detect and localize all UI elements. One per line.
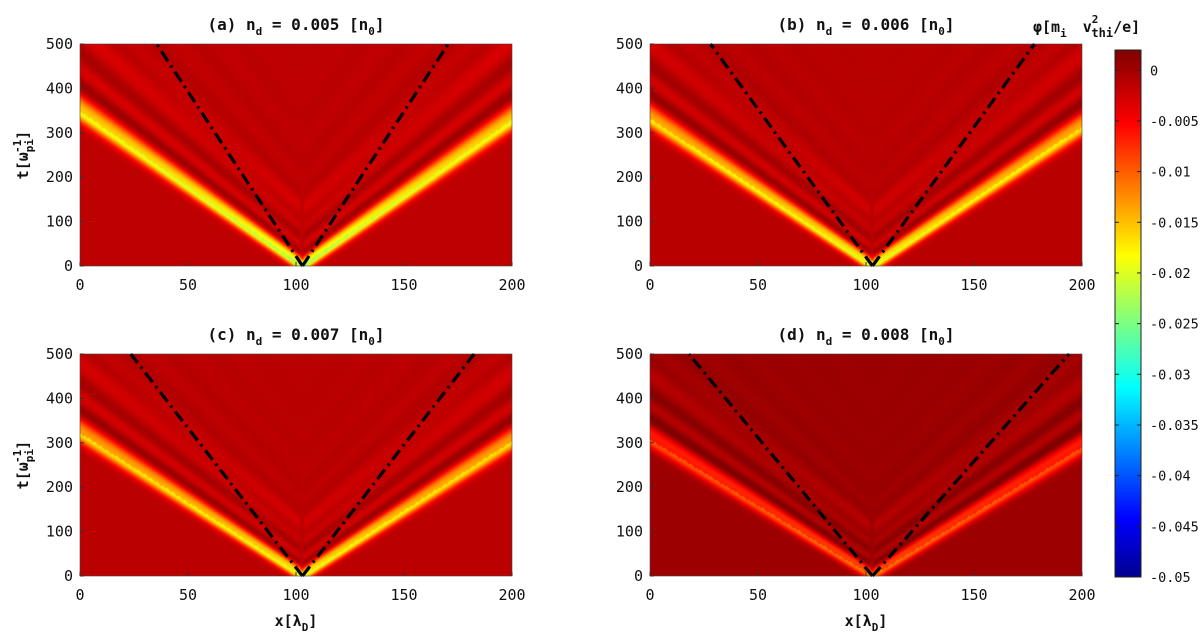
- x-tick-label: 150: [390, 276, 417, 294]
- panel-title: (b) nd = 0.006 [n0]: [777, 15, 954, 38]
- colorbar-tick-label: -0.025: [1150, 317, 1199, 333]
- dashdot-line-0: [709, 43, 874, 267]
- x-tick-label: 0: [645, 586, 654, 604]
- colorbar-gradient: [1114, 49, 1142, 578]
- heatmap-image: [80, 354, 512, 576]
- x-tick-label: 200: [498, 276, 525, 294]
- y-tick-label: 200: [616, 168, 643, 186]
- colorbar-tick-label: -0.04: [1150, 469, 1191, 485]
- dashdot-line-0: [129, 353, 304, 577]
- x-tick-label: 150: [960, 586, 987, 604]
- heatmap-image: [80, 44, 512, 266]
- y-tick-label: 400: [616, 389, 643, 407]
- panel-title: (a) nd = 0.005 [n0]: [207, 15, 384, 38]
- dashdot-line-1: [301, 43, 450, 267]
- colorbar-label-sup2: 2: [1092, 13, 1099, 26]
- panel-2: 0 50 100 150 200 0 100 200 300 400 500 (c) nd = 0.0…: [11, 325, 526, 634]
- panel-1: 0 50 100 150 200 0 100 200 300 400 500 (b) nd = 0.0…: [616, 15, 1096, 294]
- dashdot-line-1: [871, 352, 1071, 578]
- x-tick-label: 200: [1068, 276, 1095, 294]
- y-tick-label: 100: [46, 213, 73, 231]
- y-tick-label: 300: [46, 124, 73, 142]
- colorbar-tick-label: -0.02: [1150, 266, 1191, 282]
- dashdot-line-1: [301, 353, 476, 577]
- y-tick-label: 500: [46, 345, 73, 363]
- y-tick-label: 400: [46, 389, 73, 407]
- y-tick-label: 0: [64, 257, 73, 275]
- heatmap-image: [650, 354, 1082, 576]
- colorbar-label: φ[mi v2 thi/e]: [1033, 13, 1140, 40]
- colorbar-label-tail: /e]: [1113, 18, 1140, 36]
- panel-title: (c) nd = 0.007 [n0]: [207, 325, 384, 348]
- y-tick-label: 0: [634, 257, 643, 275]
- y-tick-label: 100: [46, 523, 73, 541]
- x-axis-label: x[λD]: [275, 612, 318, 634]
- y-tick-label: 500: [616, 345, 643, 363]
- colorbar-ticks: 0 -0.005 -0.01 -0.015 -0.02 -0.025 -0.03 -0.035…: [1115, 63, 1199, 586]
- colorbar-label-sub-thi: thi: [1091, 26, 1113, 40]
- y-tick-label: 300: [46, 434, 73, 452]
- y-tick-label: 200: [46, 168, 73, 186]
- x-tick-label: 200: [1068, 586, 1095, 604]
- y-tick-label: 500: [46, 35, 73, 53]
- y-axis-label: t[ωpi-1]: [11, 441, 36, 490]
- x-tick-label: 100: [852, 276, 879, 294]
- colorbar-tick-label: 0: [1150, 63, 1158, 79]
- y-tick-label: 400: [46, 79, 73, 97]
- x-tick-label: 100: [282, 586, 309, 604]
- heatmap-image: [650, 44, 1082, 266]
- dashdot-line-1: [871, 43, 1036, 267]
- y-tick-label: 0: [634, 567, 643, 585]
- x-axis-label: x[λD]: [845, 612, 888, 634]
- y-tick-label: 500: [616, 35, 643, 53]
- x-tick-label: 200: [498, 586, 525, 604]
- colorbar-tick-label: -0.01: [1150, 165, 1191, 181]
- x-tick-label: 0: [75, 586, 84, 604]
- y-tick-label: 200: [616, 478, 643, 496]
- colorbar-label-sub-i: i: [1060, 27, 1067, 40]
- dashdot-line-0: [155, 43, 304, 267]
- x-tick-label: 50: [179, 276, 197, 294]
- x-tick-label: 150: [390, 586, 417, 604]
- x-tick-label: 0: [75, 276, 84, 294]
- panel-title: (d) nd = 0.008 [n0]: [777, 325, 954, 348]
- y-axis-label: t[ωpi-1]: [11, 131, 36, 180]
- y-tick-label: 300: [616, 124, 643, 142]
- panel-3: 0 50 100 150 200 0 100 200 300 400 500 (d) nd = 0.0…: [616, 325, 1096, 634]
- y-tick-label: 100: [616, 213, 643, 231]
- colorbar-tick-label: -0.05: [1150, 570, 1191, 586]
- x-tick-label: 50: [749, 276, 767, 294]
- colorbar-label-v: v: [1083, 18, 1092, 36]
- x-tick-label: 150: [960, 276, 987, 294]
- colorbar-tick-label: -0.015: [1150, 215, 1199, 231]
- x-tick-label: 0: [645, 276, 654, 294]
- y-tick-label: 300: [616, 434, 643, 452]
- y-tick-label: 0: [64, 567, 73, 585]
- x-tick-label: 50: [749, 586, 767, 604]
- y-tick-label: 400: [616, 79, 643, 97]
- x-tick-label: 100: [282, 276, 309, 294]
- x-tick-label: 50: [179, 586, 197, 604]
- colorbar-tick-label: -0.005: [1150, 114, 1199, 130]
- colorbar-label-main: φ[m: [1033, 18, 1060, 36]
- colorbar-tick-label: -0.045: [1150, 519, 1199, 535]
- colorbar: 0 -0.005 -0.01 -0.015 -0.02 -0.025 -0.03 -0.035…: [1033, 13, 1199, 586]
- x-tick-label: 100: [852, 586, 879, 604]
- colorbar-tick-label: -0.035: [1150, 418, 1199, 434]
- y-tick-label: 100: [616, 523, 643, 541]
- y-tick-label: 200: [46, 478, 73, 496]
- colorbar-tick-label: -0.03: [1150, 367, 1191, 383]
- panel-0: 0 50 100 150 200 0 100 200 300 400 500 (a) nd = 0.0…: [11, 15, 526, 294]
